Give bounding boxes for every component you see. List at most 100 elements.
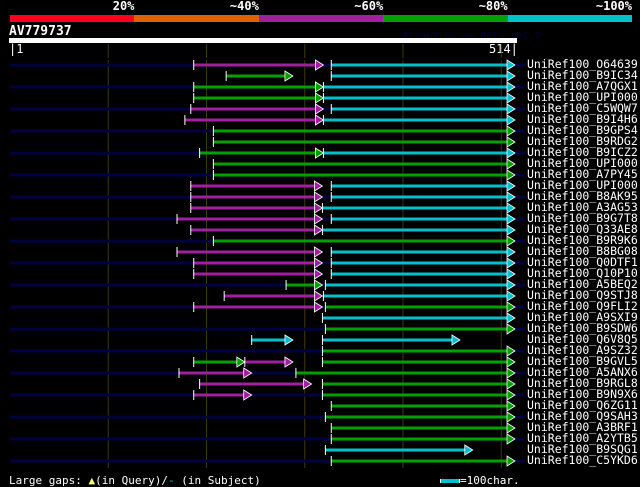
hit-label[interactable]: UniRef100_B9SDW6 <box>527 321 638 335</box>
query-scale-bar <box>9 38 517 43</box>
segment-arrow-icon <box>506 323 516 335</box>
percent-label: ~100% <box>595 0 632 13</box>
segment-arrow-icon <box>315 103 325 115</box>
segment-arrow-icon <box>506 224 516 236</box>
segment-arrow-icon <box>315 114 325 126</box>
segment-arrow-icon <box>506 59 516 71</box>
hit-label[interactable]: UniRef100_B9N9X6 <box>527 387 638 401</box>
scale-start: |1 <box>9 42 24 56</box>
gaps-query: (in Query)/ <box>95 474 168 487</box>
segment-arrow-icon <box>284 70 294 82</box>
scale-end: 514| <box>489 42 518 56</box>
hit-label[interactable]: UniRef100_O64639 <box>527 57 638 71</box>
hit-label[interactable]: UniRef100_A7QGX1 <box>527 79 638 93</box>
gaps-subject: (in Subject) <box>181 474 261 487</box>
hit-label[interactable]: UniRef100_Q6V8Q5 <box>527 332 638 346</box>
segment-arrow-icon <box>315 92 325 104</box>
hit-label[interactable]: UniRef100_A3AG53 <box>527 200 638 214</box>
segment-arrow-icon <box>506 400 516 412</box>
hit-label[interactable]: UniRef100_A2YTB5 <box>527 431 638 445</box>
segment-arrow-icon <box>506 180 516 192</box>
segment-arrow-icon <box>506 312 516 324</box>
segment-arrow-icon <box>243 367 253 379</box>
hit-label[interactable]: UniRef100_UPI000.. <box>527 178 640 192</box>
hit-label[interactable]: UniRef100_C5YKD6 <box>527 453 638 467</box>
hit-label[interactable]: UniRef100_C5WQW7 <box>527 101 638 115</box>
hit-label[interactable]: UniRef100_A5ANX6 <box>527 365 638 379</box>
segment-arrow-icon <box>243 389 253 401</box>
segment-arrow-icon <box>506 279 516 291</box>
hit-label[interactable]: UniRef100_B9ICZ2 <box>527 145 638 159</box>
hit-label[interactable]: UniRef100_A9SXI9 <box>527 310 638 324</box>
segment-arrow-icon <box>314 290 324 302</box>
segment-arrow-icon <box>506 125 516 137</box>
hit-label[interactable]: UniRef100_B9R9K6 <box>527 233 638 247</box>
segment-arrow-icon <box>506 191 516 203</box>
hit-label[interactable]: UniRef100_B9RDG2 <box>527 134 638 148</box>
segment-arrow-icon <box>506 268 516 280</box>
segment-arrow-icon <box>314 213 324 225</box>
query-gap-icon: ▲ <box>88 474 96 487</box>
hit-label[interactable]: UniRef100_UPI000.. <box>527 90 640 104</box>
segment-arrow-icon <box>506 202 516 214</box>
hit-label[interactable]: UniRef100_B8BG08 <box>527 244 638 258</box>
hit-label[interactable]: UniRef100_UPI000.. <box>527 156 640 170</box>
segment-arrow-icon <box>314 180 324 192</box>
gaps-prefix: Large gaps: <box>9 474 82 487</box>
segment-arrow-icon <box>506 169 516 181</box>
segment-arrow-icon <box>314 224 324 236</box>
percent-color-band <box>383 15 509 22</box>
percent-color-band <box>134 15 260 22</box>
hit-label[interactable]: UniRef100_A7PY45 <box>527 167 638 181</box>
segment-arrow-icon <box>506 290 516 302</box>
scale-legend-bar-icon <box>440 479 460 483</box>
hit-label[interactable]: UniRef100_Q6ZG11 <box>527 398 638 412</box>
hit-label[interactable]: UniRef100_B8AK95 <box>527 189 638 203</box>
hit-label[interactable]: UniRef100_B9RGL8 <box>527 376 638 390</box>
hit-label[interactable]: UniRef100_Q9SAH3 <box>527 409 638 423</box>
segment-arrow-icon <box>506 389 516 401</box>
segment-arrow-icon <box>314 202 324 214</box>
hit-label[interactable]: UniRef100_Q0DTF1 <box>527 255 638 269</box>
hit-label[interactable]: UniRef100_Q33AE8 <box>527 222 638 236</box>
segment-arrow-icon <box>506 367 516 379</box>
segment-arrow-icon <box>506 378 516 390</box>
percent-color-band <box>10 15 135 22</box>
segment-arrow-icon <box>506 455 516 467</box>
segment-arrow-icon <box>506 301 516 313</box>
hit-label[interactable]: UniRef100_B9I4H6 <box>527 112 638 126</box>
segment-arrow-icon <box>314 257 324 269</box>
percent-label: ~60% <box>354 0 384 13</box>
segment-arrow-icon <box>506 70 516 82</box>
hit-label[interactable]: UniRef100_B9GVL5 <box>527 354 638 368</box>
hit-label[interactable]: UniRef100_B9G7T8 <box>527 211 638 225</box>
hit-label[interactable]: UniRef100_B9GPS4 <box>527 123 638 137</box>
percent-label: 20% <box>112 0 135 13</box>
hit-label[interactable]: UniRef100_A9SZ32 <box>527 343 638 357</box>
segment-arrow-icon <box>506 356 516 368</box>
hit-label[interactable]: UniRef100_B9IC34 <box>527 68 638 82</box>
segment-arrow-icon <box>506 433 516 445</box>
hit-label[interactable]: UniRef100_A3BRF1 <box>527 420 638 434</box>
segment-arrow-icon <box>464 444 474 456</box>
segment-arrow-icon <box>284 356 294 368</box>
hit-label[interactable]: UniRef100_Q9STJ8 <box>527 288 638 302</box>
segment-arrow-icon <box>303 378 313 390</box>
segment-arrow-icon <box>506 213 516 225</box>
scale-legend: =100char. <box>440 474 520 487</box>
hit-label[interactable]: UniRef100_A5BEQ2 <box>527 277 638 291</box>
segment-arrow-icon <box>506 114 516 126</box>
hit-label[interactable]: UniRef100_B9SQG1 <box>527 442 638 456</box>
hit-label[interactable]: UniRef100_Q9FLI2 <box>527 299 638 313</box>
percent-label: ~80% <box>478 0 508 13</box>
query-title: AV779737 <box>9 24 72 39</box>
hit-label[interactable]: UniRef100_Q10P10 <box>527 266 638 280</box>
watermark: AlignView.pm Beta rel.7 <box>402 31 541 42</box>
segment-arrow-icon <box>315 147 325 159</box>
segment-arrow-icon <box>506 158 516 170</box>
segment-arrow-icon <box>506 147 516 159</box>
segment-arrow-icon <box>506 103 516 115</box>
footer-gap-legend: Large gaps: ▲(in Query)/- (in Subject) <box>9 474 261 487</box>
percent-color-band <box>507 15 633 22</box>
